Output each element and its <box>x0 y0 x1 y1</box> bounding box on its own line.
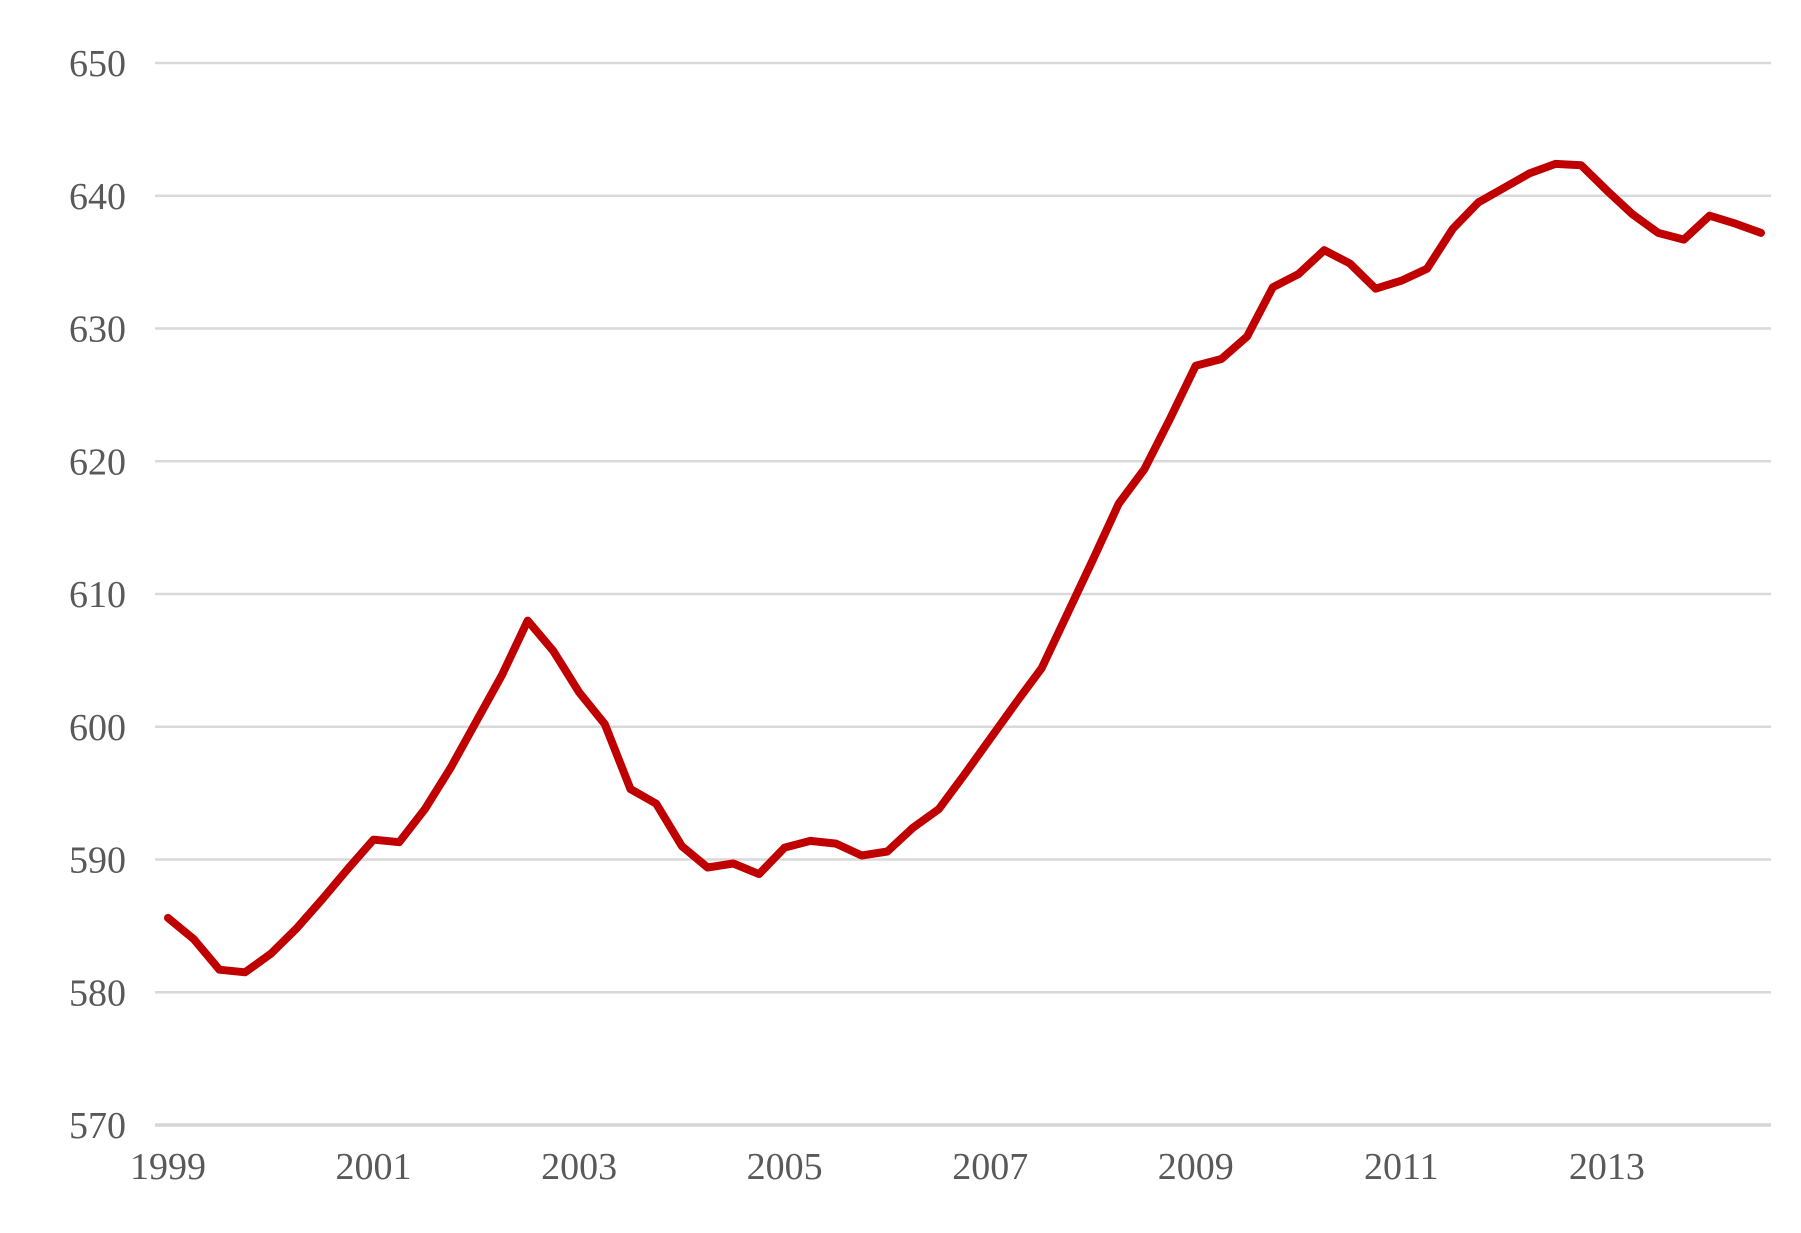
y-tick-label-640: 640 <box>69 176 126 218</box>
x-tick-label-2001: 2001 <box>336 1146 412 1188</box>
y-tick-label-620: 620 <box>69 441 126 483</box>
x-tick-label-1999: 1999 <box>130 1146 206 1188</box>
x-tick-label-2003: 2003 <box>541 1146 617 1188</box>
y-tick-label-630: 630 <box>69 309 126 351</box>
y-tick-label-650: 650 <box>69 43 126 85</box>
y-tick-label-570: 570 <box>69 1105 126 1147</box>
x-tick-label-2013: 2013 <box>1569 1146 1645 1188</box>
chart-canvas: 570 580 590 600 610 620 630 640 650 1999 2001 2003 2… <box>69 43 1771 1188</box>
y-tick-label-590: 590 <box>69 840 126 882</box>
x-tick-label-2009: 2009 <box>1158 1146 1234 1188</box>
x-tick-label-2011: 2011 <box>1364 1146 1439 1188</box>
y-tick-label-580: 580 <box>69 972 126 1014</box>
x-tick-label-2005: 2005 <box>747 1146 823 1188</box>
y-tick-label-610: 610 <box>69 574 126 616</box>
series-line <box>164 159 1765 977</box>
x-tick-label-2007: 2007 <box>952 1146 1028 1188</box>
line-chart: 570 580 590 600 610 620 630 640 650 1999 2001 2003 2… <box>40 16 1801 1217</box>
y-tick-label-600: 600 <box>69 707 126 749</box>
